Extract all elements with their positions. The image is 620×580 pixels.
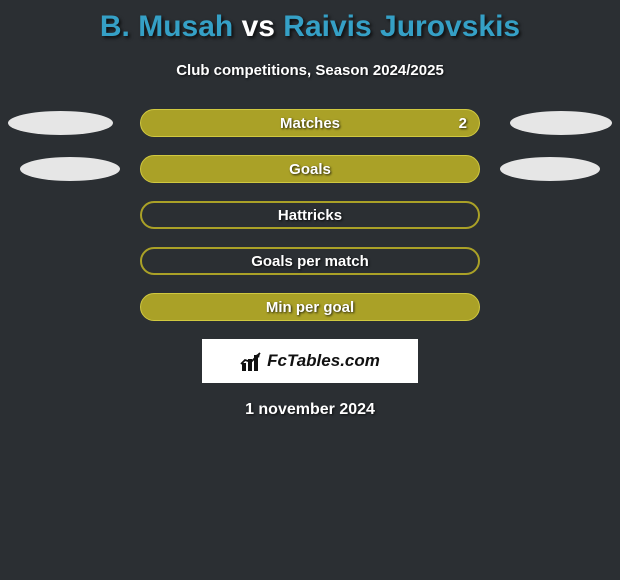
stat-label: Hattricks: [278, 207, 342, 224]
logo-box: FcTables.com: [202, 339, 418, 383]
stat-bar: Hattricks: [140, 201, 480, 229]
player1-name: B. Musah: [100, 10, 233, 43]
stat-row: Matches 2: [0, 109, 620, 137]
stat-label: Goals per match: [251, 253, 369, 270]
stat-row: Goals per match: [0, 247, 620, 275]
left-ellipse: [20, 157, 120, 181]
vs-text: vs: [233, 10, 283, 43]
stat-value: 2: [459, 115, 467, 132]
stats-container: Matches 2 Goals Hattricks Goals per match Min…: [0, 109, 620, 321]
right-ellipse: [500, 157, 600, 181]
season-subtitle: Club competitions, Season 2024/2025: [0, 62, 620, 79]
stat-bar: Goals: [140, 155, 480, 183]
stat-bar: Goals per match: [140, 247, 480, 275]
left-ellipse: [8, 111, 113, 135]
player2-name: Raivis Jurovskis: [283, 10, 520, 43]
stat-row: Goals: [0, 155, 620, 183]
stat-bar: Matches 2: [140, 109, 480, 137]
stat-label: Goals: [289, 161, 331, 178]
stat-row: Hattricks: [0, 201, 620, 229]
comparison-title: B. Musah vs Raivis Jurovskis: [0, 0, 620, 44]
chart-icon: [240, 351, 264, 371]
stat-bar: Min per goal: [140, 293, 480, 321]
stat-row: Min per goal: [0, 293, 620, 321]
stat-label: Matches: [280, 115, 340, 132]
logo-text: FcTables.com: [267, 351, 380, 371]
right-ellipse: [510, 111, 612, 135]
stat-label: Min per goal: [266, 299, 354, 316]
date-text: 1 november 2024: [0, 401, 620, 419]
